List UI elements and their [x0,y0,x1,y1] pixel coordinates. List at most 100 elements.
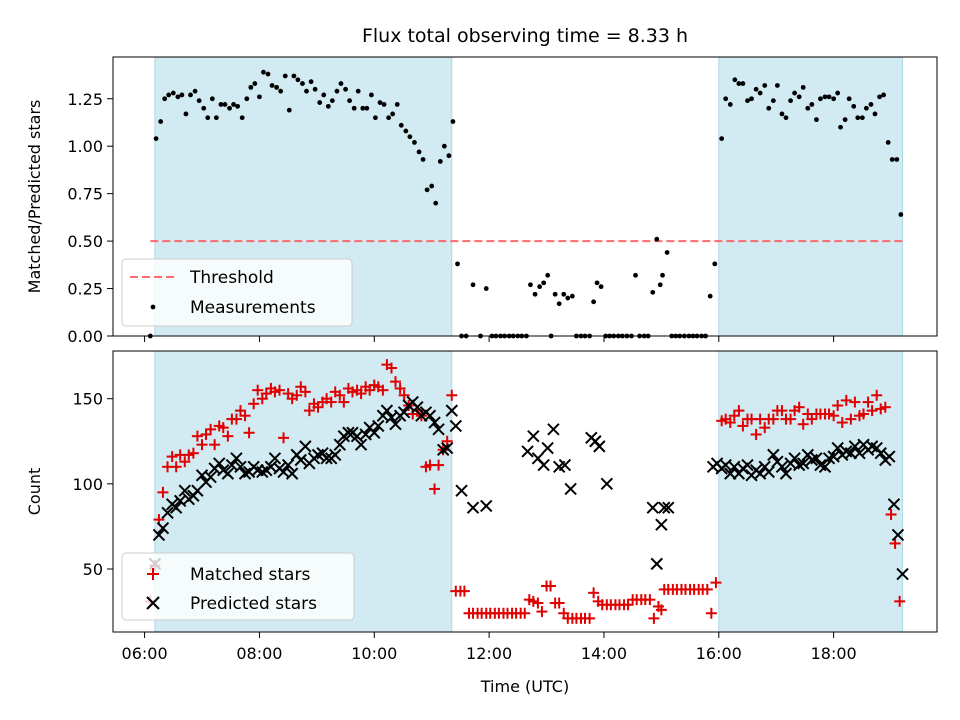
measurement-point [660,272,665,278]
measurement-point [664,250,670,255]
predicted-point [792,458,806,472]
x-tick-label: 12:00 [466,644,512,663]
measurement-point [654,236,660,242]
matched-point [532,597,544,609]
matched-legend-label: Matched stars [190,565,310,585]
matched-point [291,389,303,401]
measurement-point [859,115,865,121]
predicted-point [411,400,424,414]
matched-point [274,384,286,396]
predicted-point [368,426,381,439]
top-axes-frame [112,56,938,337]
measurement-point [552,291,558,297]
matched-point [828,410,840,422]
measurement-point [783,115,789,121]
measurement-point [403,128,409,134]
measurement-point [822,94,828,100]
matched-point [840,394,852,406]
measurement-point [377,100,383,105]
measurement-point [201,105,207,111]
measurement-point [779,111,785,117]
matched-point [737,420,749,432]
measurement-point [398,122,404,128]
predicted-point [397,406,411,419]
matched-point [398,389,410,401]
matched-point [394,382,406,394]
measurement-point [304,88,309,94]
matched-point [588,587,600,599]
top-panel: 0.00 0.25 0.50 0.75 1.00 1.25 Matched/Predict… [25,56,938,346]
predicted-point [354,438,368,451]
matched-point [458,585,470,597]
matched-point [355,388,367,400]
measurement-point [818,96,823,102]
predicted-point [650,557,663,571]
predicted-point [853,446,866,460]
x-tick-label: 06:00 [122,644,168,663]
predicted-point [161,506,174,519]
predicted-point [204,470,217,484]
measurement-point [158,119,164,124]
measurement-point [809,102,815,107]
measurement-point [329,98,335,104]
measurement-point [424,187,430,193]
top-y-ticks: 0.00 0.25 0.50 0.75 1.00 1.25 [67,90,113,346]
matched-point [871,389,883,401]
matched-point [750,428,762,440]
measurement-point [166,92,172,98]
measurements-legend-label: Measurements [190,298,316,318]
measurement-point [291,73,297,79]
predicted-point [896,567,909,581]
measurement-point [321,92,327,98]
predicted-point [466,501,480,514]
top-y-axis-label: Matched/Predicted stars [25,100,44,294]
y-tick-label: 50 [83,560,103,579]
predicted-point [169,501,183,514]
predicted-point [831,441,844,455]
predicted-point [883,450,896,463]
matched-point [390,376,402,388]
measurement-point [757,90,763,96]
shaded-region-1 [718,350,904,633]
matched-point [710,577,722,589]
measurement-point [153,136,159,142]
predicted-point [372,419,385,433]
measurement-point [633,272,638,278]
measurement-point [261,69,266,75]
measurement-point [269,83,275,88]
measurement-point [162,96,168,102]
predicted-point [741,458,754,472]
matched-point [222,430,234,442]
measurement-point [343,86,348,92]
matched-point [217,422,229,434]
predicted-point [547,423,560,436]
measurement-point [561,291,567,297]
measurement-point [556,301,562,307]
measurement-point [736,81,742,86]
measurement-point [842,117,848,123]
predicted-point [480,499,493,513]
measurement-point [855,115,861,121]
predicted-point [285,467,299,480]
measurement-point [745,98,750,104]
y-tick-label: 1.25 [67,90,103,109]
predicted-point [299,440,312,453]
x-tick-label: 08:00 [236,644,282,663]
measurement-point [483,286,489,291]
predicted-point [658,501,671,514]
threshold-legend-label: Threshold [189,268,274,288]
measurement-point [565,295,571,301]
measurement-point [831,96,837,102]
measurement-point [257,94,262,100]
measurement-point [364,105,370,111]
predicted-point [788,452,801,465]
predicted-legend-label: Predicted stars [190,594,317,614]
matched-point [776,405,788,417]
matched-point [862,396,874,408]
measurement-point [244,96,250,102]
measurement-point [355,88,361,94]
matched-point [724,417,736,429]
matched-point [325,396,337,408]
predicted-point [887,498,901,511]
measurement-point [885,140,891,145]
